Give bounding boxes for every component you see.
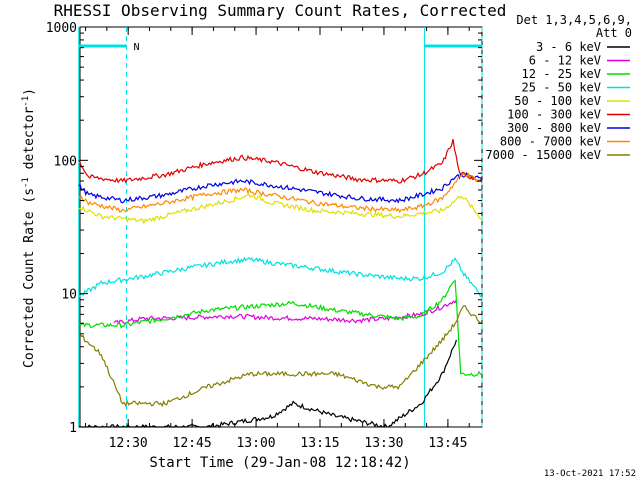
y-tick-label: 10 (61, 288, 77, 303)
x-tick-label: 13:45 (428, 436, 467, 451)
legend-entry-label: 100 - 300 keV (507, 108, 601, 122)
night-label: N (133, 42, 139, 53)
series-line-100-300-keV (78, 138, 483, 184)
legend-header-detectors: Det 1,3,4,5,6,9, (516, 13, 632, 27)
legend-entry-label: 25 - 50 keV (522, 81, 601, 95)
plot-border (79, 26, 483, 428)
x-tick-label: 13:00 (236, 436, 275, 451)
legend-entry-label: 300 - 800 keV (507, 121, 601, 135)
x-tick-label: 12:30 (109, 436, 148, 451)
series-line-12-25-keV (78, 279, 483, 377)
series-line-50-100-keV (78, 193, 483, 225)
y-tick-label: 1 (69, 421, 77, 436)
legend-entry-label: 12 - 25 keV (522, 67, 601, 81)
series-line-3-6-keV (78, 339, 457, 429)
attenuator-markers: N (78, 27, 483, 427)
x-tick-label: 13:30 (364, 436, 403, 451)
plot-frame (79, 26, 483, 428)
legend-entry-label: 50 - 100 keV (514, 94, 601, 108)
series-line-800-7000-keV (78, 172, 483, 214)
chart-title: RHESSI Observing Summary Count Rates, Co… (54, 1, 507, 20)
axes: 1 10 100 1000 12:30 12:45 13:00 13:15 13:30 13:45 (46, 21, 482, 451)
legend-entry-label: 7000 - 15000 keV (485, 148, 601, 162)
y-tick-label: 100 (54, 154, 77, 169)
x-tick-label: 13:15 (300, 436, 339, 451)
x-axis-label: Start Time (29-Jan-08 12:18:42) (149, 455, 410, 471)
series-line-25-50-keV (78, 256, 483, 299)
legend-entry-label: 800 - 7000 keV (500, 135, 601, 149)
y-tick-label: 1000 (46, 21, 77, 36)
x-tick-label: 12:45 (173, 436, 212, 451)
series-lines (78, 138, 483, 429)
legend-header-attenuator: Att 0 (596, 26, 632, 40)
series-line-7000-15000-keV (78, 305, 483, 408)
legend-entry-label: 3 - 6 keV (536, 40, 601, 54)
footer-date: 13-Oct-2021 17:52 (544, 469, 636, 479)
series-line-300-800-keV (78, 172, 483, 204)
legend-entry-label: 6 - 12 keV (529, 54, 601, 68)
y-axis-label: Corrected Count Rate (s-1 detector-1) (21, 88, 37, 368)
